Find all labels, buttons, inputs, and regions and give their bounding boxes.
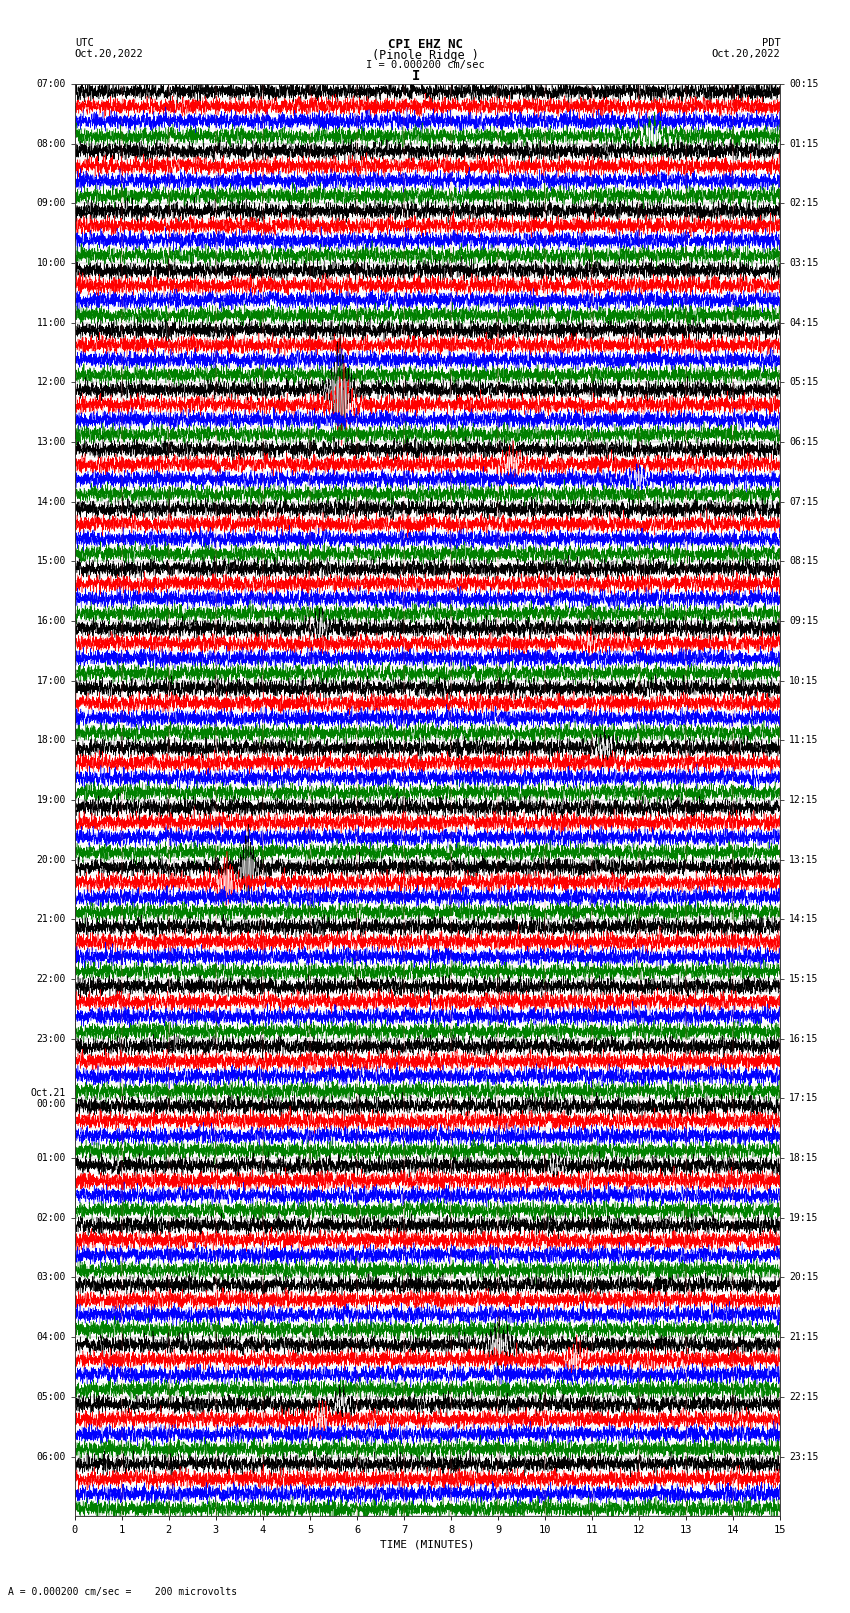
Text: PDT: PDT <box>762 37 780 48</box>
Text: Oct.20,2022: Oct.20,2022 <box>75 50 144 60</box>
Text: (Pinole Ridge ): (Pinole Ridge ) <box>371 50 479 63</box>
Text: Oct.20,2022: Oct.20,2022 <box>711 50 780 60</box>
Text: CPI EHZ NC: CPI EHZ NC <box>388 37 462 52</box>
Text: A = 0.000200 cm/sec =    200 microvolts: A = 0.000200 cm/sec = 200 microvolts <box>8 1587 238 1597</box>
Text: UTC: UTC <box>75 37 94 48</box>
X-axis label: TIME (MINUTES): TIME (MINUTES) <box>380 1539 475 1550</box>
Text: I: I <box>412 69 421 84</box>
Text: I = 0.000200 cm/sec: I = 0.000200 cm/sec <box>366 60 484 71</box>
